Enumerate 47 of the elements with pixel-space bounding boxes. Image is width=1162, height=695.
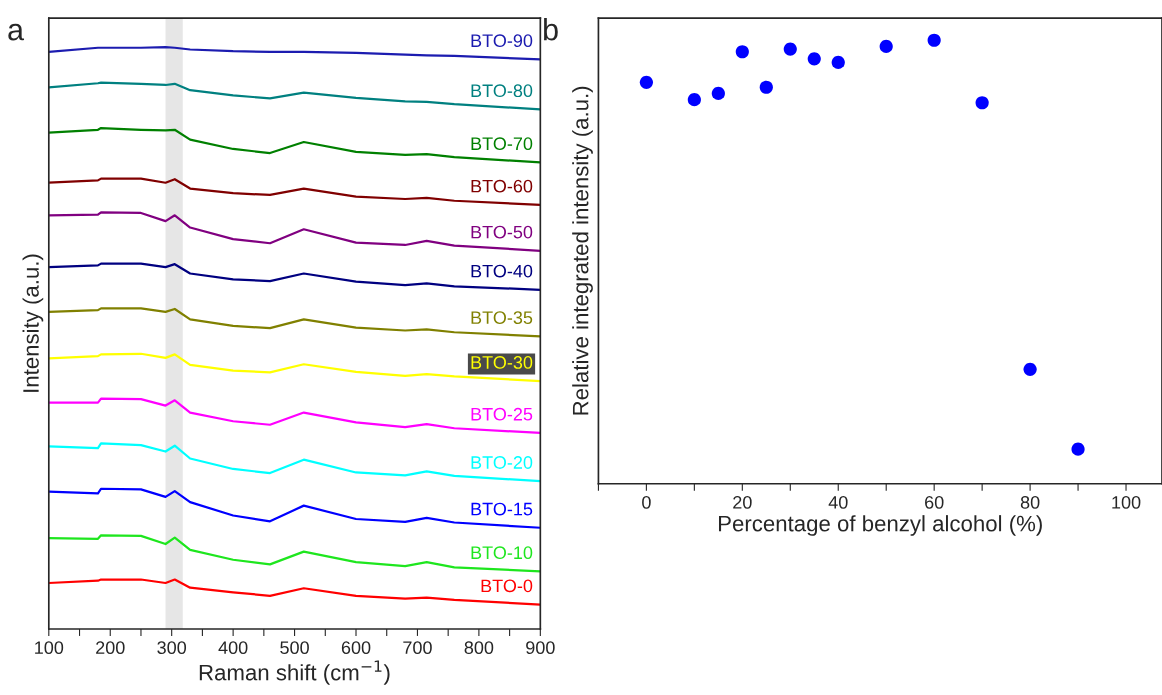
point bbox=[879, 39, 893, 54]
point bbox=[807, 52, 821, 66]
series-label: BTO-80 bbox=[471, 84, 533, 98]
x-tick-label: 300 bbox=[157, 641, 187, 655]
x-tick-label: 20 bbox=[733, 496, 752, 509]
x-tick-label: 100 bbox=[35, 641, 64, 655]
x-tick-label: 200 bbox=[96, 641, 125, 655]
x-tick-label: 80 bbox=[1020, 496, 1040, 509]
point bbox=[1071, 442, 1085, 456]
series-label: BTO-90 bbox=[471, 34, 533, 48]
series-label: BTO-25 bbox=[471, 407, 533, 421]
x-tick-label: 500 bbox=[280, 641, 309, 655]
series-label: BTO-35 bbox=[471, 311, 533, 325]
point bbox=[639, 75, 653, 89]
x-tick-label: 800 bbox=[464, 641, 494, 655]
series-label: BTO-0 bbox=[481, 579, 533, 593]
x-tick-label: 900 bbox=[526, 641, 555, 655]
point bbox=[975, 96, 989, 110]
x-tick-label: 100 bbox=[1112, 496, 1141, 509]
x-axis-title: Percentage of benzyl alcohol (%) bbox=[718, 515, 1042, 536]
series-label: BTO-30 bbox=[471, 356, 533, 369]
series-label: BTO-50 bbox=[471, 225, 533, 239]
point bbox=[1023, 362, 1037, 376]
point bbox=[735, 45, 749, 59]
chart-title: b bbox=[544, 18, 558, 41]
point bbox=[687, 93, 701, 107]
chart-title: a bbox=[8, 23, 25, 41]
series-label: BTO-15 bbox=[471, 502, 533, 516]
x-tick-label: 60 bbox=[925, 496, 944, 509]
x-tick-label: 0 bbox=[642, 496, 651, 509]
x-tick-label: 40 bbox=[828, 496, 848, 509]
point bbox=[759, 80, 773, 94]
series-label: BTO-70 bbox=[471, 137, 533, 151]
x-tick-label: 400 bbox=[218, 641, 248, 655]
series-label: BTO-40 bbox=[471, 264, 533, 278]
x-tick-label: 700 bbox=[403, 641, 432, 655]
x-tick-label: 600 bbox=[341, 641, 371, 655]
series-label: BTO-10 bbox=[471, 546, 533, 560]
y-axis-title: Relative integrated intensity (a.u.) bbox=[572, 86, 593, 415]
series-label: BTO-60 bbox=[471, 179, 533, 193]
series-label: BTO-20 bbox=[471, 456, 533, 469]
point bbox=[927, 33, 941, 47]
x-axis-title: Raman shift (cm$^{−1}$) bbox=[199, 660, 390, 685]
point bbox=[711, 86, 725, 101]
y-axis-title: Intensity (a.u.) bbox=[22, 254, 44, 392]
point bbox=[783, 42, 797, 56]
point bbox=[831, 55, 845, 70]
